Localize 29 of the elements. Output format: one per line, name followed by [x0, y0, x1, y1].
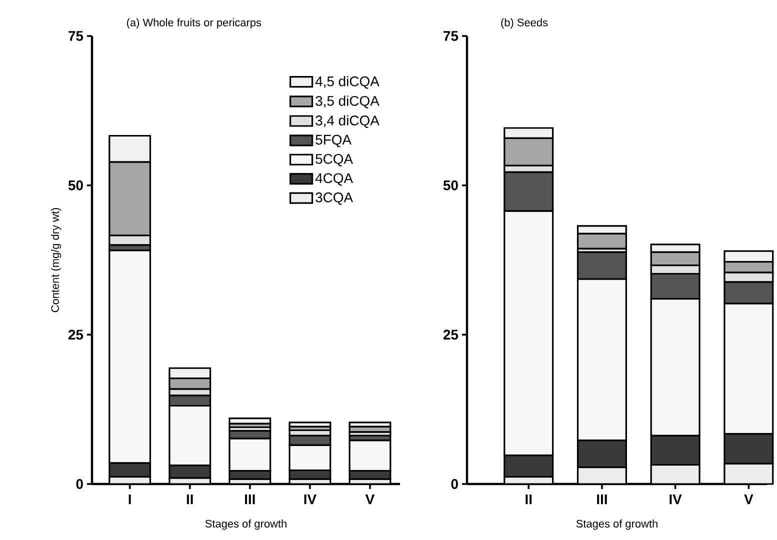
x-tick-label: V — [744, 494, 754, 504]
y-tick-label: 75 — [444, 31, 458, 41]
x-tick-label: V — [365, 494, 375, 504]
legend-label: 3,5 diCQA — [316, 96, 380, 108]
legend-label: 5CQA — [316, 154, 354, 166]
y-tick-label: 0 — [76, 479, 83, 489]
legend-label: 3CQA — [316, 192, 354, 205]
legend-label: 4,5 diCQA — [315, 76, 380, 89]
y-tick-label: 25 — [68, 330, 84, 340]
legend-label: 5FQA — [316, 134, 352, 148]
x-tick-label: IV — [670, 494, 682, 504]
y-axis-title: Content (mg/g dry wt) — [50, 208, 62, 312]
x-tick-label: III — [597, 494, 607, 504]
chart-title: (b) Seeds — [501, 18, 548, 28]
legend-label: 3,4 diCQA — [316, 115, 380, 128]
y-tick-label: 50 — [443, 180, 458, 190]
chart-title: (a) Whole fruits or pericarps — [126, 18, 262, 28]
legend-label: 4CQA — [315, 173, 354, 186]
x-tick-label: III — [245, 494, 255, 504]
y-tick-label: 50 — [68, 180, 83, 190]
x-tick-label: II — [526, 494, 532, 504]
y-tick-label: 25 — [443, 330, 458, 340]
x-tick-label: I — [128, 494, 131, 504]
x-axis-title: Stages of growth — [205, 520, 286, 530]
x-tick-label: IV — [304, 494, 316, 504]
x-axis-title: Stages of growth — [576, 520, 658, 530]
y-tick-label: 75 — [68, 31, 84, 41]
y-tick-label: 0 — [451, 479, 458, 489]
x-tick-label: II — [186, 494, 193, 504]
